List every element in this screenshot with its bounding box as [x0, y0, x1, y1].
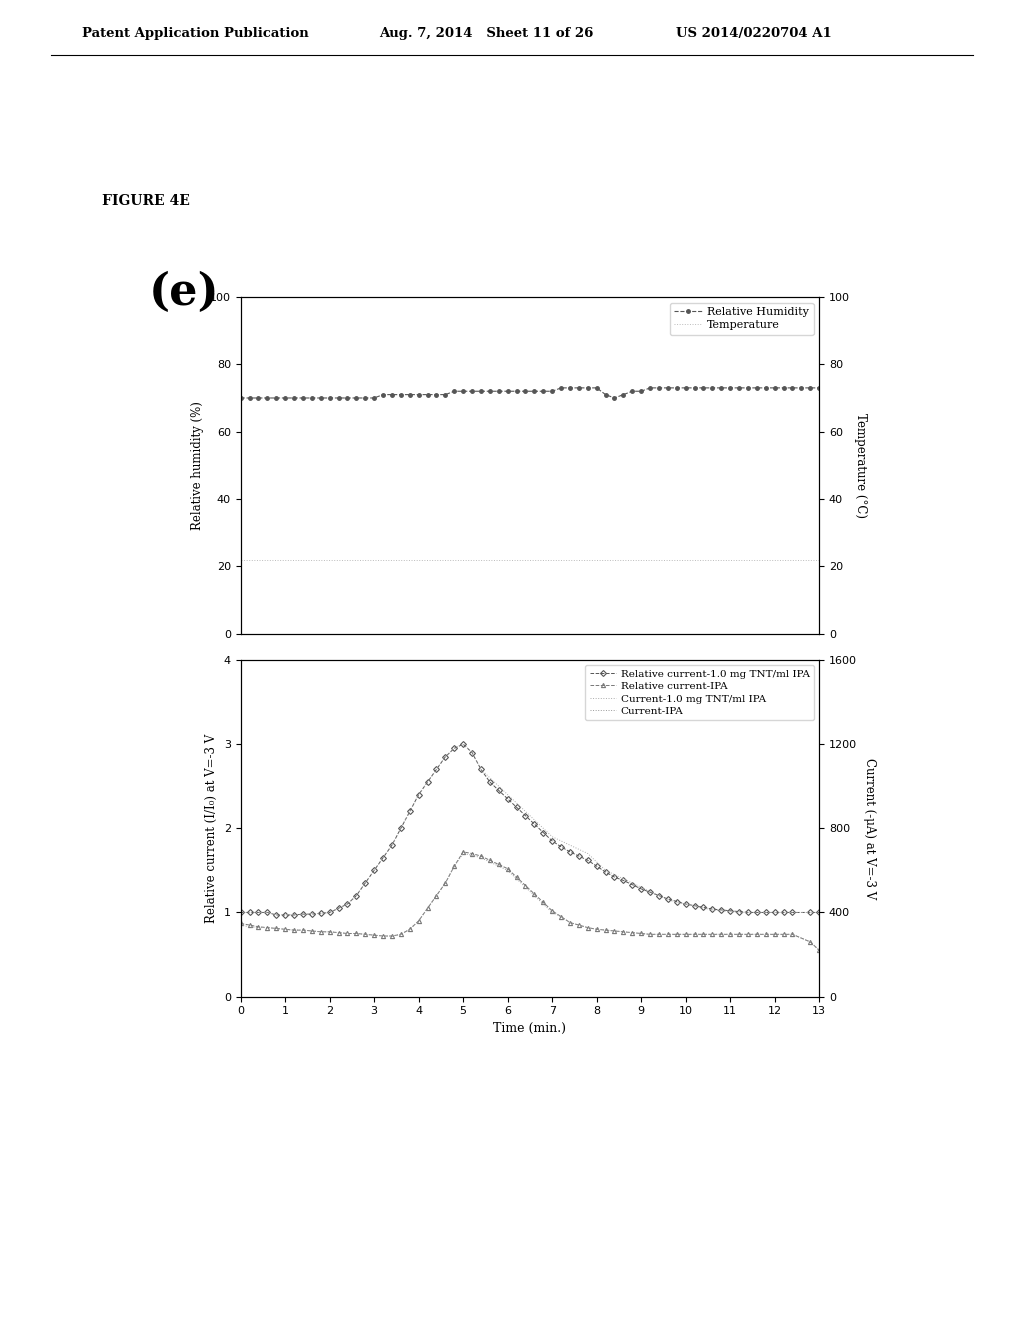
Text: Aug. 7, 2014   Sheet 11 of 26: Aug. 7, 2014 Sheet 11 of 26: [379, 26, 593, 40]
Legend: Relative current-1.0 mg TNT/ml IPA, Relative current-IPA, Current-1.0 mg TNT/ml : Relative current-1.0 mg TNT/ml IPA, Rela…: [586, 665, 814, 721]
Y-axis label: Relative current (I/I₀) at V=-3 V: Relative current (I/I₀) at V=-3 V: [205, 734, 218, 923]
Text: US 2014/0220704 A1: US 2014/0220704 A1: [676, 26, 831, 40]
Text: FIGURE 4E: FIGURE 4E: [102, 194, 190, 207]
X-axis label: Time (min.): Time (min.): [494, 1022, 566, 1035]
Y-axis label: Relative humidity (%): Relative humidity (%): [191, 401, 205, 529]
Text: Patent Application Publication: Patent Application Publication: [82, 26, 308, 40]
Y-axis label: Temperature (°C): Temperature (°C): [854, 413, 866, 517]
Y-axis label: Current (-μA) at V=-3 V: Current (-μA) at V=-3 V: [863, 758, 877, 899]
Text: (e): (e): [148, 271, 219, 314]
Legend: Relative Humidity, Temperature: Relative Humidity, Temperature: [670, 302, 814, 335]
